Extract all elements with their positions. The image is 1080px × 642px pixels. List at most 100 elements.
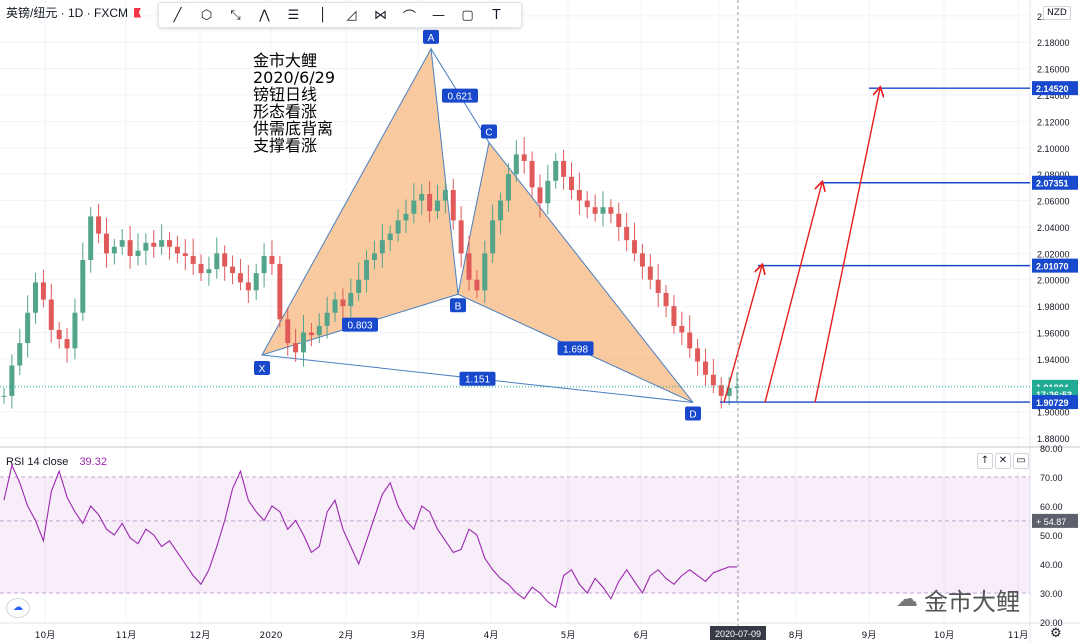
projection-arrow <box>764 183 822 403</box>
pattern-point-label: X <box>259 364 266 375</box>
annotation-line: 2020/6/29 <box>253 68 336 87</box>
price-badge-text: 1.90729 <box>1036 398 1069 408</box>
price-axis-badge: 2.01070 <box>1032 258 1078 273</box>
candle-body <box>616 213 622 227</box>
candle-body <box>1 395 7 397</box>
path-tool-icon[interactable]: ⤡ <box>230 7 241 23</box>
symbol-header[interactable]: 英镑/纽元 · 1D · FXCM <box>6 4 141 21</box>
pattern-point-badge <box>481 124 497 139</box>
price-tick-label: 2.12000 <box>1037 117 1070 127</box>
rsi-legend[interactable]: RSI 14 close 39.32 <box>6 456 107 468</box>
candle-body <box>96 216 102 234</box>
triangle-tool-icon[interactable]: ◿ <box>346 7 357 23</box>
currency-badge[interactable]: NZD <box>1043 6 1071 20</box>
time-tick-label: 10月 <box>35 630 55 641</box>
candle-body <box>56 329 62 340</box>
annotation-line: 镑钮日线 <box>253 85 318 104</box>
vertical-line-tool-icon[interactable]: │ <box>318 7 327 23</box>
abcd-pattern-tool-icon[interactable]: ⋈ <box>374 7 387 23</box>
candle-body <box>561 160 567 177</box>
tradingview-logo-icon[interactable]: ☁ <box>6 598 30 618</box>
time-tick-label: 11月 <box>116 630 136 641</box>
xabcd-pattern-tool-icon[interactable]: ⋀ <box>259 7 270 23</box>
price-axis-badge: 2.07351 <box>1032 175 1078 190</box>
price-tick-label: 2.10000 <box>1037 144 1070 154</box>
candle-body <box>348 292 354 307</box>
symbol-title[interactable]: 英镑/纽元 · 1D · FXCM <box>6 6 128 20</box>
ratio-badge <box>557 341 594 356</box>
time-tick-label: 11月 <box>1008 630 1028 641</box>
price-badge-text: 2.01070 <box>1036 262 1069 272</box>
pane-move-up-button[interactable]: ↑ <box>977 453 993 469</box>
ratio-label: 1.698 <box>557 341 594 356</box>
rsi-line <box>3 463 737 609</box>
rsi-tick-label: 80.00 <box>1040 444 1063 454</box>
price-tick-label: 2.18000 <box>1037 38 1070 48</box>
projection-arrow <box>814 88 880 403</box>
candle-body <box>710 374 716 386</box>
polygon-tool-icon[interactable]: ⬡ <box>200 7 213 23</box>
candle-body <box>88 216 94 260</box>
curve-tool-icon[interactable]: ⌒ <box>402 9 416 25</box>
rectangle-tool-icon[interactable]: ▢ <box>461 7 474 23</box>
candle-body <box>498 200 504 221</box>
price-tick-label: 2.00000 <box>1037 276 1070 286</box>
rsi-band <box>0 477 1030 593</box>
price-tick-label: 2.16000 <box>1037 65 1070 75</box>
candle-body <box>308 332 314 336</box>
gear-icon[interactable]: ⚙ <box>1050 626 1062 641</box>
date-badge-bg <box>710 626 766 640</box>
price-tick-label: 2.14000 <box>1037 91 1070 101</box>
time-tick-label: 6月 <box>634 630 649 641</box>
candle-body <box>64 339 70 349</box>
candle-body <box>553 160 559 181</box>
rsi-last-value: 39.32 <box>79 456 107 468</box>
pane-close-button[interactable]: ✕ <box>995 453 1011 469</box>
text-tool-icon[interactable]: T <box>492 7 501 23</box>
candle-body <box>458 220 464 254</box>
ratio-badge <box>342 317 378 332</box>
candle-body <box>261 255 267 274</box>
pane-maximize-button[interactable]: ▭ <box>1013 453 1029 469</box>
candle-body <box>316 325 322 336</box>
candle-body <box>9 365 15 396</box>
trend-line-tool-icon[interactable]: ╱ <box>173 7 182 23</box>
time-tick-label: 10月 <box>934 630 954 641</box>
price-axis-badge: 2.14520 <box>1032 81 1078 96</box>
flag-icon[interactable] <box>134 7 141 18</box>
candle-body <box>695 348 701 362</box>
ratio-text: 1.698 <box>563 344 588 355</box>
candle-body <box>450 190 456 221</box>
price-tick-label: 1.94000 <box>1037 355 1070 365</box>
candle-body <box>379 240 385 254</box>
candle-body <box>72 312 78 349</box>
candle-body <box>600 207 606 214</box>
annotation-line: 支撑看涨 <box>253 136 318 155</box>
fib-tool-icon[interactable]: ☰ <box>287 7 300 23</box>
price-axis-badge: 1.90729 <box>1032 395 1078 410</box>
pattern-point-label: C <box>485 128 492 139</box>
annotation-line: 供需底背离 <box>253 119 334 138</box>
candle-body <box>143 242 149 251</box>
time-tick-label: 9月 <box>862 630 877 641</box>
candle-body <box>624 226 630 241</box>
candle-body <box>568 176 574 191</box>
pattern-point-x: X <box>254 360 270 375</box>
watermark-text: 金市大鲤 <box>924 588 1020 616</box>
candle-body <box>17 343 23 366</box>
rsi-midline-bg <box>1032 513 1078 528</box>
pattern-point-badge <box>423 29 439 44</box>
horizontal-line-tool-icon[interactable]: — <box>432 7 445 23</box>
candle-body <box>702 361 708 375</box>
time-tick-label: 8月 <box>789 630 804 641</box>
candle-body <box>529 160 535 188</box>
candle-body <box>167 240 173 247</box>
rsi-tick-label: 50.00 <box>1040 531 1063 541</box>
price-tick-label: 2.04000 <box>1037 223 1070 233</box>
time-tick-label: 4月 <box>484 630 499 641</box>
candle-body <box>545 180 551 204</box>
price-tick-label: 1.90000 <box>1037 408 1070 418</box>
candle-body <box>442 190 448 201</box>
